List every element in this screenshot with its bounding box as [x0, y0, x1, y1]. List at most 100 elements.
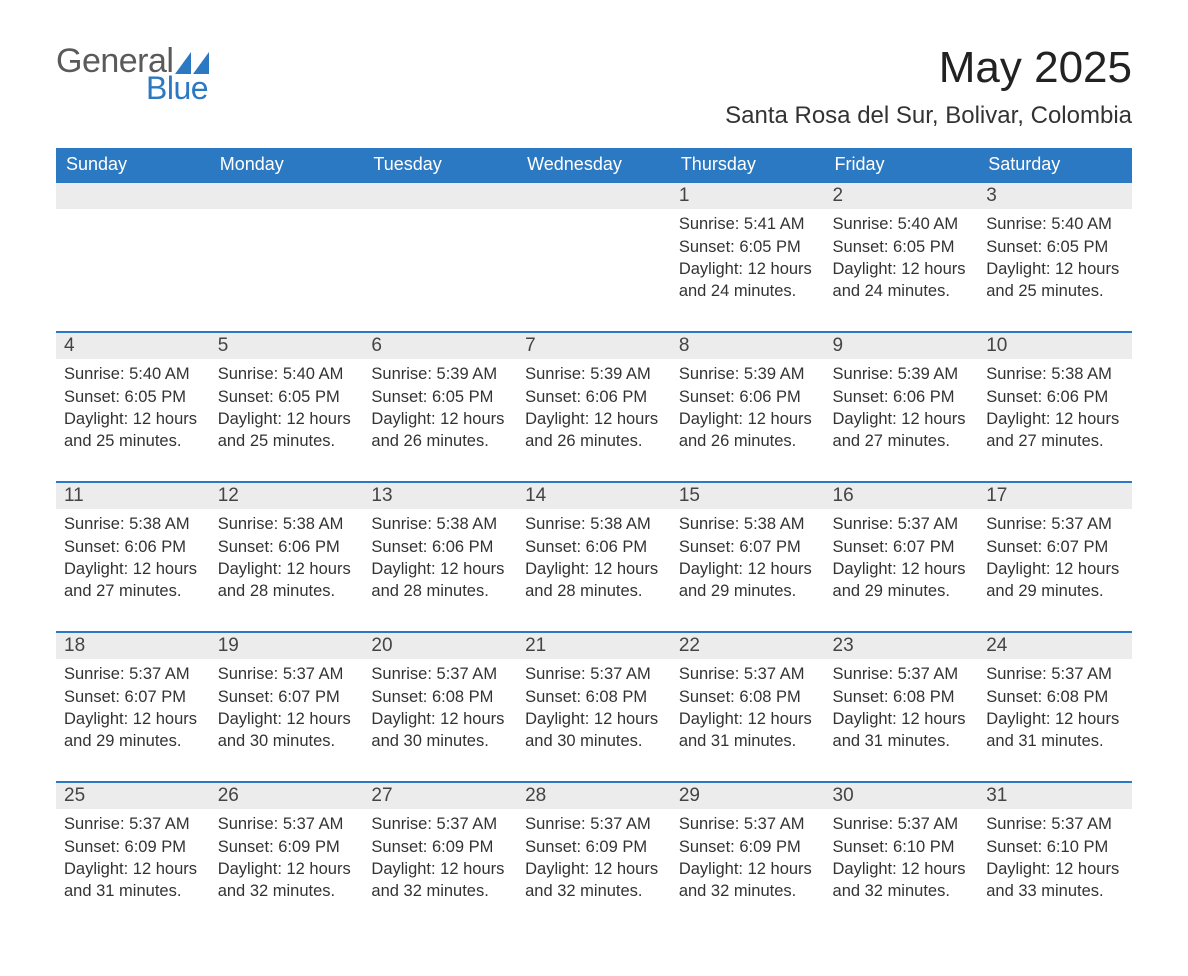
daylight-line: Daylight: 12 hours and 24 minutes. [679, 258, 817, 303]
daylight-line: Daylight: 12 hours and 33 minutes. [986, 858, 1124, 903]
sunset-line: Sunset: 6:05 PM [679, 236, 817, 258]
calendar-cell: 10Sunrise: 5:38 AMSunset: 6:06 PMDayligh… [978, 332, 1132, 482]
sunrise-line: Sunrise: 5:40 AM [986, 213, 1124, 235]
sunrise-line: Sunrise: 5:37 AM [833, 663, 971, 685]
weekday-row: SundayMondayTuesdayWednesdayThursdayFrid… [56, 148, 1132, 182]
day-number: 25 [56, 783, 210, 809]
brand-word-2: Blue [146, 72, 209, 104]
daylight-line: Daylight: 12 hours and 28 minutes. [218, 558, 356, 603]
sunset-line: Sunset: 6:05 PM [833, 236, 971, 258]
sunset-line: Sunset: 6:07 PM [64, 686, 202, 708]
day-body: Sunrise: 5:37 AMSunset: 6:08 PMDaylight:… [978, 659, 1132, 760]
calendar-week: 4Sunrise: 5:40 AMSunset: 6:05 PMDaylight… [56, 332, 1132, 482]
sunset-line: Sunset: 6:06 PM [525, 386, 663, 408]
calendar-cell: 23Sunrise: 5:37 AMSunset: 6:08 PMDayligh… [825, 632, 979, 782]
calendar-cell: 12Sunrise: 5:38 AMSunset: 6:06 PMDayligh… [210, 482, 364, 632]
day-body: Sunrise: 5:37 AMSunset: 6:09 PMDaylight:… [210, 809, 364, 910]
sunset-line: Sunset: 6:05 PM [218, 386, 356, 408]
day-body: Sunrise: 5:38 AMSunset: 6:07 PMDaylight:… [671, 509, 825, 610]
sunset-line: Sunset: 6:06 PM [218, 536, 356, 558]
day-body: Sunrise: 5:38 AMSunset: 6:06 PMDaylight:… [56, 509, 210, 610]
daylight-line: Daylight: 12 hours and 26 minutes. [679, 408, 817, 453]
day-number: 15 [671, 483, 825, 509]
calendar-cell: 30Sunrise: 5:37 AMSunset: 6:10 PMDayligh… [825, 782, 979, 932]
calendar-cell: 2Sunrise: 5:40 AMSunset: 6:05 PMDaylight… [825, 182, 979, 332]
weekday-header: Wednesday [517, 148, 671, 182]
weekday-header: Saturday [978, 148, 1132, 182]
day-body: Sunrise: 5:38 AMSunset: 6:06 PMDaylight:… [517, 509, 671, 610]
sunrise-line: Sunrise: 5:37 AM [986, 513, 1124, 535]
day-body: Sunrise: 5:37 AMSunset: 6:09 PMDaylight:… [363, 809, 517, 910]
weekday-header: Sunday [56, 148, 210, 182]
calendar-cell: 1Sunrise: 5:41 AMSunset: 6:05 PMDaylight… [671, 182, 825, 332]
calendar-cell: 7Sunrise: 5:39 AMSunset: 6:06 PMDaylight… [517, 332, 671, 482]
calendar-cell: 31Sunrise: 5:37 AMSunset: 6:10 PMDayligh… [978, 782, 1132, 932]
day-body: Sunrise: 5:39 AMSunset: 6:06 PMDaylight:… [517, 359, 671, 460]
daylight-line: Daylight: 12 hours and 24 minutes. [833, 258, 971, 303]
calendar-cell [517, 182, 671, 332]
daylight-line: Daylight: 12 hours and 31 minutes. [64, 858, 202, 903]
calendar-cell: 14Sunrise: 5:38 AMSunset: 6:06 PMDayligh… [517, 482, 671, 632]
day-number: 9 [825, 333, 979, 359]
calendar-body: 1Sunrise: 5:41 AMSunset: 6:05 PMDaylight… [56, 182, 1132, 932]
day-number: 17 [978, 483, 1132, 509]
calendar-week: 25Sunrise: 5:37 AMSunset: 6:09 PMDayligh… [56, 782, 1132, 932]
calendar-cell: 11Sunrise: 5:38 AMSunset: 6:06 PMDayligh… [56, 482, 210, 632]
calendar-cell: 29Sunrise: 5:37 AMSunset: 6:09 PMDayligh… [671, 782, 825, 932]
sunrise-line: Sunrise: 5:38 AM [371, 513, 509, 535]
daylight-line: Daylight: 12 hours and 32 minutes. [218, 858, 356, 903]
sunset-line: Sunset: 6:05 PM [986, 236, 1124, 258]
sunrise-line: Sunrise: 5:37 AM [833, 813, 971, 835]
day-body: Sunrise: 5:37 AMSunset: 6:09 PMDaylight:… [56, 809, 210, 910]
sunset-line: Sunset: 6:08 PM [371, 686, 509, 708]
day-number: 28 [517, 783, 671, 809]
weekday-header: Monday [210, 148, 364, 182]
day-body: Sunrise: 5:37 AMSunset: 6:07 PMDaylight:… [210, 659, 364, 760]
calendar-cell: 3Sunrise: 5:40 AMSunset: 6:05 PMDaylight… [978, 182, 1132, 332]
day-body: Sunrise: 5:37 AMSunset: 6:09 PMDaylight:… [671, 809, 825, 910]
day-number: 26 [210, 783, 364, 809]
title-block: May 2025 Santa Rosa del Sur, Bolivar, Co… [725, 44, 1132, 140]
daylight-line: Daylight: 12 hours and 25 minutes. [218, 408, 356, 453]
sunrise-line: Sunrise: 5:39 AM [371, 363, 509, 385]
calendar-cell: 4Sunrise: 5:40 AMSunset: 6:05 PMDaylight… [56, 332, 210, 482]
sunrise-line: Sunrise: 5:40 AM [64, 363, 202, 385]
day-body: Sunrise: 5:38 AMSunset: 6:06 PMDaylight:… [363, 509, 517, 610]
day-body: Sunrise: 5:39 AMSunset: 6:05 PMDaylight:… [363, 359, 517, 460]
sunrise-line: Sunrise: 5:39 AM [833, 363, 971, 385]
daylight-line: Daylight: 12 hours and 31 minutes. [986, 708, 1124, 753]
sunrise-line: Sunrise: 5:37 AM [986, 813, 1124, 835]
day-number: 7 [517, 333, 671, 359]
day-body: Sunrise: 5:37 AMSunset: 6:08 PMDaylight:… [517, 659, 671, 760]
day-number [363, 183, 517, 209]
day-body: Sunrise: 5:40 AMSunset: 6:05 PMDaylight:… [978, 209, 1132, 310]
calendar-week: 11Sunrise: 5:38 AMSunset: 6:06 PMDayligh… [56, 482, 1132, 632]
weekday-header: Tuesday [363, 148, 517, 182]
day-body: Sunrise: 5:40 AMSunset: 6:05 PMDaylight:… [210, 359, 364, 460]
calendar-cell: 25Sunrise: 5:37 AMSunset: 6:09 PMDayligh… [56, 782, 210, 932]
daylight-line: Daylight: 12 hours and 28 minutes. [371, 558, 509, 603]
sunset-line: Sunset: 6:07 PM [986, 536, 1124, 558]
calendar-cell: 28Sunrise: 5:37 AMSunset: 6:09 PMDayligh… [517, 782, 671, 932]
calendar-cell: 8Sunrise: 5:39 AMSunset: 6:06 PMDaylight… [671, 332, 825, 482]
calendar-cell: 26Sunrise: 5:37 AMSunset: 6:09 PMDayligh… [210, 782, 364, 932]
sunset-line: Sunset: 6:07 PM [679, 536, 817, 558]
day-body: Sunrise: 5:37 AMSunset: 6:10 PMDaylight:… [978, 809, 1132, 910]
sunset-line: Sunset: 6:06 PM [833, 386, 971, 408]
sunset-line: Sunset: 6:06 PM [986, 386, 1124, 408]
sunset-line: Sunset: 6:09 PM [679, 836, 817, 858]
sunrise-line: Sunrise: 5:37 AM [218, 663, 356, 685]
calendar-cell: 15Sunrise: 5:38 AMSunset: 6:07 PMDayligh… [671, 482, 825, 632]
daylight-line: Daylight: 12 hours and 32 minutes. [833, 858, 971, 903]
sunrise-line: Sunrise: 5:38 AM [218, 513, 356, 535]
day-number: 4 [56, 333, 210, 359]
day-number: 23 [825, 633, 979, 659]
day-body: Sunrise: 5:37 AMSunset: 6:07 PMDaylight:… [978, 509, 1132, 610]
daylight-line: Daylight: 12 hours and 29 minutes. [64, 708, 202, 753]
day-body: Sunrise: 5:37 AMSunset: 6:07 PMDaylight:… [825, 509, 979, 610]
sunrise-line: Sunrise: 5:38 AM [679, 513, 817, 535]
sunset-line: Sunset: 6:07 PM [833, 536, 971, 558]
sunset-line: Sunset: 6:08 PM [833, 686, 971, 708]
daylight-line: Daylight: 12 hours and 26 minutes. [371, 408, 509, 453]
daylight-line: Daylight: 12 hours and 26 minutes. [525, 408, 663, 453]
